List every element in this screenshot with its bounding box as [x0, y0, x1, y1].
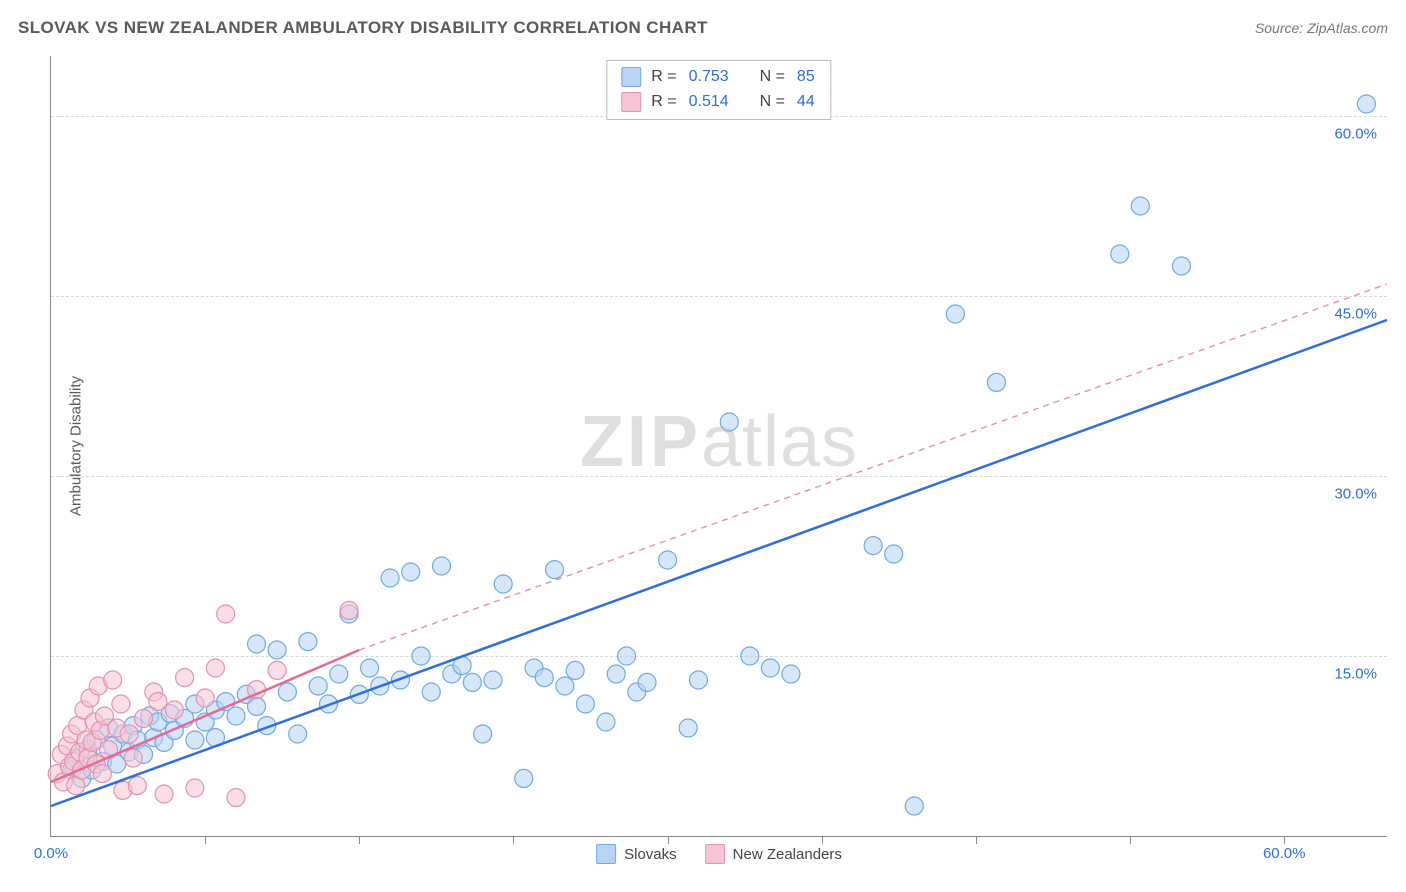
data-point [268, 641, 286, 659]
data-point [720, 413, 738, 431]
data-point [422, 683, 440, 701]
data-point [597, 713, 615, 731]
data-point [227, 789, 245, 807]
data-point [741, 647, 759, 665]
legend-label: Slovaks [624, 846, 677, 863]
data-point [659, 551, 677, 569]
series-swatch [621, 92, 641, 112]
data-point [309, 677, 327, 695]
data-point [361, 659, 379, 677]
data-point [1111, 245, 1129, 263]
data-point [289, 725, 307, 743]
data-point [885, 545, 903, 563]
data-point [463, 673, 481, 691]
data-point [120, 725, 138, 743]
scatter-plot: ZIPatlas 15.0%30.0%45.0%60.0%0.0%60.0% R… [50, 56, 1387, 837]
data-point [515, 769, 533, 787]
data-point [987, 373, 1005, 391]
data-point [679, 719, 697, 737]
data-point [155, 785, 173, 803]
data-point [165, 701, 183, 719]
data-point [149, 693, 167, 711]
data-point [638, 673, 656, 691]
data-point [576, 695, 594, 713]
data-point [299, 633, 317, 651]
data-point [546, 561, 564, 579]
data-point [330, 665, 348, 683]
data-point [206, 659, 224, 677]
title-bar: SLOVAK VS NEW ZEALANDER AMBULATORY DISAB… [18, 18, 1388, 38]
data-point [1172, 257, 1190, 275]
stats-box: R = 0.753 N = 85R = 0.514 N = 44 [606, 60, 831, 120]
legend-swatch [596, 844, 616, 864]
data-point [946, 305, 964, 323]
data-point [566, 661, 584, 679]
data-point [761, 659, 779, 677]
data-point [248, 635, 266, 653]
data-point [128, 777, 146, 795]
chart-svg [51, 56, 1387, 836]
x-tick-label: 0.0% [34, 845, 68, 862]
data-point [186, 731, 204, 749]
data-point [905, 797, 923, 815]
data-point [176, 669, 194, 687]
data-point [535, 669, 553, 687]
legend-swatch [705, 844, 725, 864]
source-attribution: Source: ZipAtlas.com [1255, 20, 1388, 36]
data-point [196, 689, 214, 707]
data-point [402, 563, 420, 581]
data-point [556, 677, 574, 695]
series-legend: Slovaks New Zealanders [596, 844, 842, 864]
data-point [607, 665, 625, 683]
chart-title: SLOVAK VS NEW ZEALANDER AMBULATORY DISAB… [18, 18, 708, 38]
data-point [433, 557, 451, 575]
data-point [484, 671, 502, 689]
data-point [1357, 95, 1375, 113]
x-tick-label: 60.0% [1263, 845, 1306, 862]
stats-row: R = 0.753 N = 85 [621, 65, 816, 90]
data-point [864, 537, 882, 555]
data-point [248, 697, 266, 715]
series-swatch [621, 67, 641, 87]
data-point [104, 671, 122, 689]
data-point [186, 779, 204, 797]
data-point [618, 647, 636, 665]
legend-label: New Zealanders [733, 846, 842, 863]
data-point [1131, 197, 1149, 215]
data-point [227, 707, 245, 725]
data-point [381, 569, 399, 587]
data-point [217, 605, 235, 623]
data-point [782, 665, 800, 683]
legend-item: New Zealanders [705, 844, 842, 864]
data-point [112, 695, 130, 713]
stats-row: R = 0.514 N = 44 [621, 90, 816, 115]
data-point [412, 647, 430, 665]
data-point [340, 601, 358, 619]
data-point [689, 671, 707, 689]
data-point [93, 765, 111, 783]
legend-item: Slovaks [596, 844, 677, 864]
data-point [494, 575, 512, 593]
data-point [124, 749, 142, 767]
data-point [134, 709, 152, 727]
data-point [268, 661, 286, 679]
data-point [278, 683, 296, 701]
data-point [474, 725, 492, 743]
